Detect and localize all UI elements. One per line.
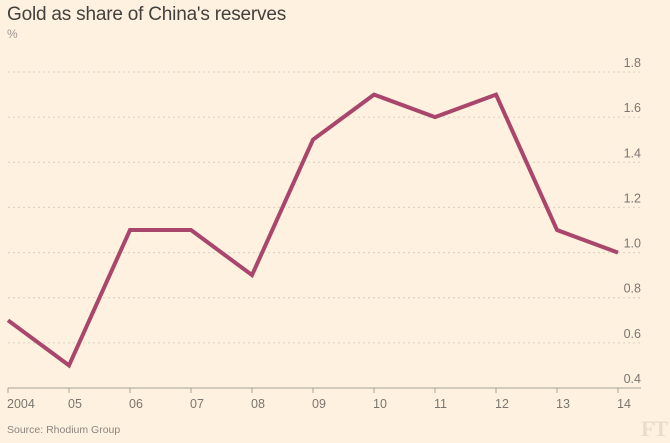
x-axis: 2004 05 06 07 08 09 10 11 12 13 14	[7, 387, 641, 411]
chart-unit-label: %	[7, 27, 18, 41]
gridlines	[8, 71, 641, 344]
y-tick-label-0.8: 0.8	[624, 282, 641, 296]
chart-title: Gold as share of China's reserves	[7, 4, 286, 25]
x-tick-label-10: 10	[373, 397, 387, 411]
y-tick-label-0.4: 0.4	[624, 372, 641, 386]
x-tick-label-06: 06	[129, 397, 143, 411]
x-tick-label-13: 13	[556, 397, 570, 411]
x-tick-label-12: 12	[495, 397, 509, 411]
x-tick-label-09: 09	[312, 397, 326, 411]
x-tick-label-2004: 2004	[7, 397, 35, 411]
y-tick-label-1.0: 1.0	[624, 237, 641, 251]
x-tick-label-05: 05	[68, 397, 82, 411]
y-tick-label-0.6: 0.6	[624, 327, 641, 341]
x-tick-label-07: 07	[190, 397, 204, 411]
ft-logo: FT	[641, 416, 668, 441]
y-tick-label-1.8: 1.8	[624, 56, 641, 70]
series-lines	[6, 92, 619, 369]
source-note: Source: Rhodium Group	[7, 424, 121, 436]
y-tick-label-1.4: 1.4	[624, 146, 641, 160]
x-tick-label-11: 11	[434, 397, 447, 411]
y-tick-label-1.2: 1.2	[624, 191, 641, 205]
y-tick-label-1.6: 1.6	[624, 101, 641, 115]
y-axis-ticks: 0.4 0.6 0.8 1.0 1.2 1.4 1.6 1.8	[624, 56, 641, 386]
x-tick-label-08: 08	[251, 397, 265, 411]
x-tick-label-14: 14	[617, 397, 631, 411]
series-line-0	[6, 92, 619, 369]
